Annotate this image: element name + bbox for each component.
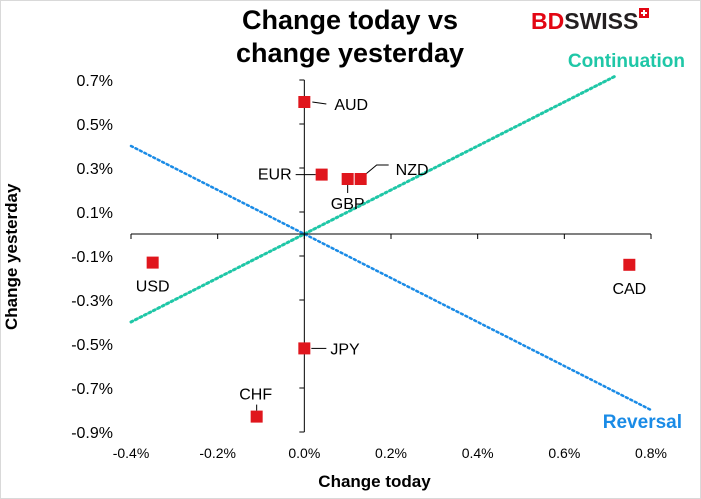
point-aud	[298, 96, 310, 108]
point-label-aud: AUD	[334, 97, 368, 114]
point-label-cad: CAD	[612, 281, 646, 298]
y-tick-label: -0.7%	[71, 381, 113, 398]
x-tick-label: -0.2%	[199, 445, 236, 461]
point-nzd	[355, 173, 367, 185]
x-tick-label: 0.4%	[462, 445, 494, 461]
reversal-label: Reversal	[603, 412, 682, 433]
y-tick-label: -0.3%	[71, 293, 113, 310]
x-tick-label: -0.4%	[113, 445, 150, 461]
y-tick-label: -0.1%	[71, 249, 113, 266]
x-tick-label: 0.0%	[288, 445, 320, 461]
point-label-jpy: JPY	[330, 341, 360, 358]
point-eur	[316, 169, 328, 181]
label-leader-nzd	[365, 165, 389, 175]
y-tick-label: 0.3%	[77, 161, 113, 178]
point-label-gbp: GBP	[331, 196, 365, 213]
trend-line-reversal	[131, 146, 651, 410]
x-tick-label: 0.2%	[375, 445, 407, 461]
trend-line-continuation	[131, 76, 616, 322]
point-jpy	[298, 342, 310, 354]
point-gbp	[342, 173, 354, 185]
point-label-eur: EUR	[258, 167, 292, 184]
y-tick-label: -0.5%	[71, 337, 113, 354]
y-tick-label: 0.5%	[77, 117, 113, 134]
continuation-label: Continuation	[568, 51, 685, 72]
point-label-usd: USD	[136, 279, 170, 296]
y-tick-label: -0.9%	[71, 425, 113, 442]
y-tick-label: 0.7%	[77, 73, 113, 90]
x-tick-label: 0.6%	[548, 445, 580, 461]
point-label-chf: CHF	[239, 387, 272, 404]
x-tick-label: 0.8%	[635, 445, 667, 461]
point-cad	[623, 259, 635, 271]
point-chf	[251, 411, 263, 423]
point-label-nzd: NZD	[396, 162, 429, 179]
y-tick-label: 0.1%	[77, 205, 113, 222]
point-usd	[147, 257, 159, 269]
label-leader-aud	[312, 102, 326, 104]
